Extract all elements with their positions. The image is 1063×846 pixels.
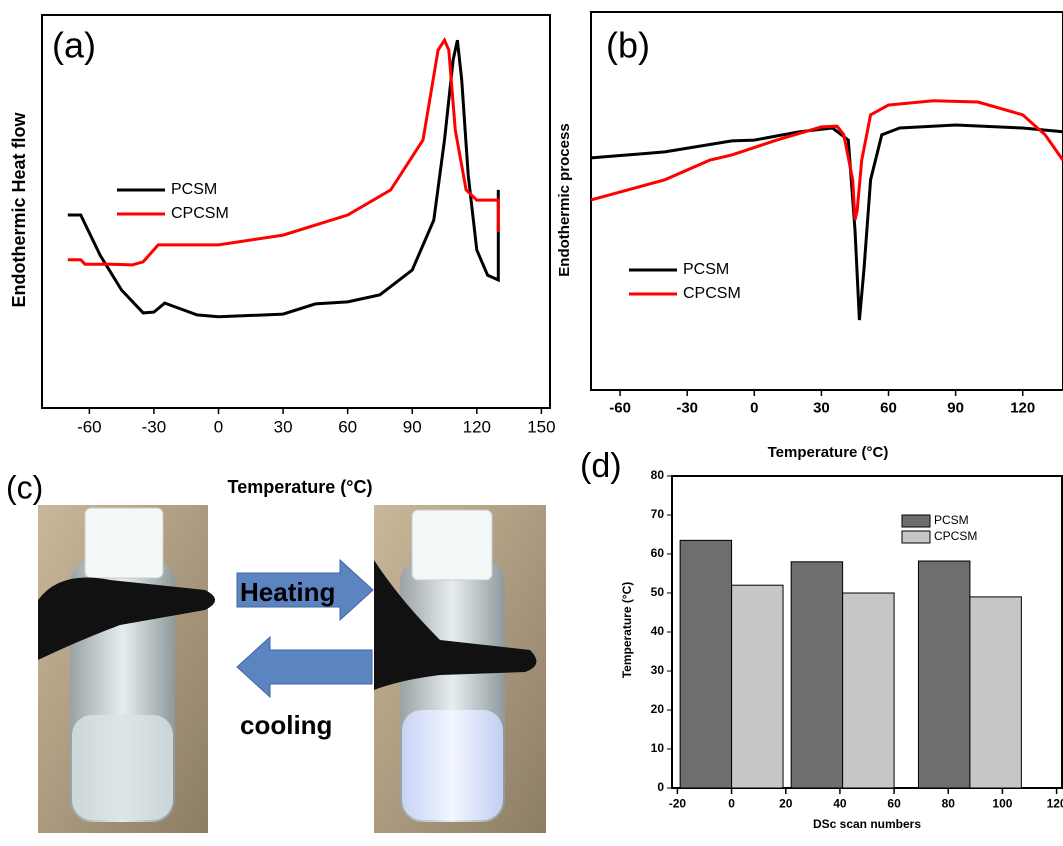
x-tick-label: -30 xyxy=(142,417,167,436)
x-tick-label: 0 xyxy=(750,399,758,416)
x-tick-label: 150 xyxy=(527,417,555,436)
x-tick-label: -60 xyxy=(609,399,631,416)
legend-label: PCSM xyxy=(171,181,217,198)
glove xyxy=(374,560,537,690)
x-tick-label: 120 xyxy=(463,417,491,436)
liquid-milky xyxy=(402,710,503,820)
line-series xyxy=(67,37,500,267)
x-tick-label: 20 xyxy=(779,797,793,811)
x-tick-label: 0 xyxy=(214,417,223,436)
arrow-left xyxy=(236,635,373,699)
line-series xyxy=(590,99,1063,221)
x-tick-label: 60 xyxy=(880,399,897,416)
y-tick-label: 0 xyxy=(657,780,664,794)
arrow-label: Heating xyxy=(240,577,335,607)
chart: (b) Endothermic process Temperature (°C) -6… xyxy=(556,11,1063,461)
bar xyxy=(917,560,971,789)
chart-title: (d) xyxy=(580,447,622,485)
bar xyxy=(679,539,733,789)
bar xyxy=(969,596,1022,789)
y-tick-label: 80 xyxy=(651,468,665,482)
arrow-right xyxy=(236,558,374,622)
y-tick-label: 40 xyxy=(651,624,665,638)
photo-panel: (c) Heating cooling xyxy=(6,469,546,833)
legend-label: PCSM xyxy=(683,261,729,278)
x-tick-label: 40 xyxy=(833,797,847,811)
legend-label: CPCSM xyxy=(934,529,977,543)
x-tick-label: 100 xyxy=(992,797,1012,811)
cap xyxy=(411,509,493,581)
legend-label: CPCSM xyxy=(171,205,229,222)
legend-label: PCSM xyxy=(934,513,969,527)
y-axis-label: Endothermic Heat flow xyxy=(9,111,29,307)
panel-label: (c) xyxy=(6,469,43,505)
x-tick-label: -60 xyxy=(77,417,102,436)
legend-label: CPCSM xyxy=(683,285,741,302)
bar xyxy=(731,584,784,789)
y-tick-label: 70 xyxy=(651,507,665,521)
legend-swatch xyxy=(901,514,931,528)
x-tick-label: 60 xyxy=(338,417,357,436)
x-axis-label: DSc scan numbers xyxy=(813,817,921,831)
glove xyxy=(38,577,215,660)
cap xyxy=(84,507,164,579)
chart-title: (a) xyxy=(52,25,96,66)
legend-swatch xyxy=(901,530,931,544)
x-tick-label: -30 xyxy=(676,399,698,416)
y-axis-label: Temperature (°C) xyxy=(620,582,634,679)
chart: (d) Temperature (°C) DSc scan numbers -20 0 2… xyxy=(580,447,1063,831)
bar xyxy=(790,561,844,789)
x-axis-label: Temperature (°C) xyxy=(228,477,373,497)
y-tick-label: 60 xyxy=(651,546,665,560)
x-tick-label: 0 xyxy=(728,797,735,811)
y-axis-label: Endothermic process xyxy=(556,123,573,276)
x-axis-label: Temperature (°C) xyxy=(768,444,889,461)
x-tick-label: 120 xyxy=(1010,399,1035,416)
x-tick-label: 30 xyxy=(274,417,293,436)
x-tick-label: 80 xyxy=(942,797,956,811)
x-tick-label: 120 xyxy=(1047,797,1063,811)
chart: (a) Endothermic Heat flow Temperature (°C)… xyxy=(9,14,556,497)
y-tick-label: 10 xyxy=(651,741,665,755)
x-tick-label: 90 xyxy=(947,399,964,416)
x-tick-label: 90 xyxy=(403,417,422,436)
y-tick-label: 50 xyxy=(651,585,665,599)
x-tick-label: 30 xyxy=(813,399,830,416)
chart-title: (b) xyxy=(606,25,650,66)
bar xyxy=(842,592,895,789)
arrow-label: cooling xyxy=(240,710,332,740)
line-series xyxy=(67,39,500,319)
plot-frame xyxy=(590,11,1063,391)
x-tick-label: 60 xyxy=(887,797,901,811)
plot-frame xyxy=(41,14,551,409)
x-tick-label: -20 xyxy=(669,797,687,811)
liquid-clear xyxy=(72,715,173,820)
line-series xyxy=(590,123,1063,321)
y-tick-label: 30 xyxy=(651,663,665,677)
y-tick-label: 20 xyxy=(651,702,665,716)
